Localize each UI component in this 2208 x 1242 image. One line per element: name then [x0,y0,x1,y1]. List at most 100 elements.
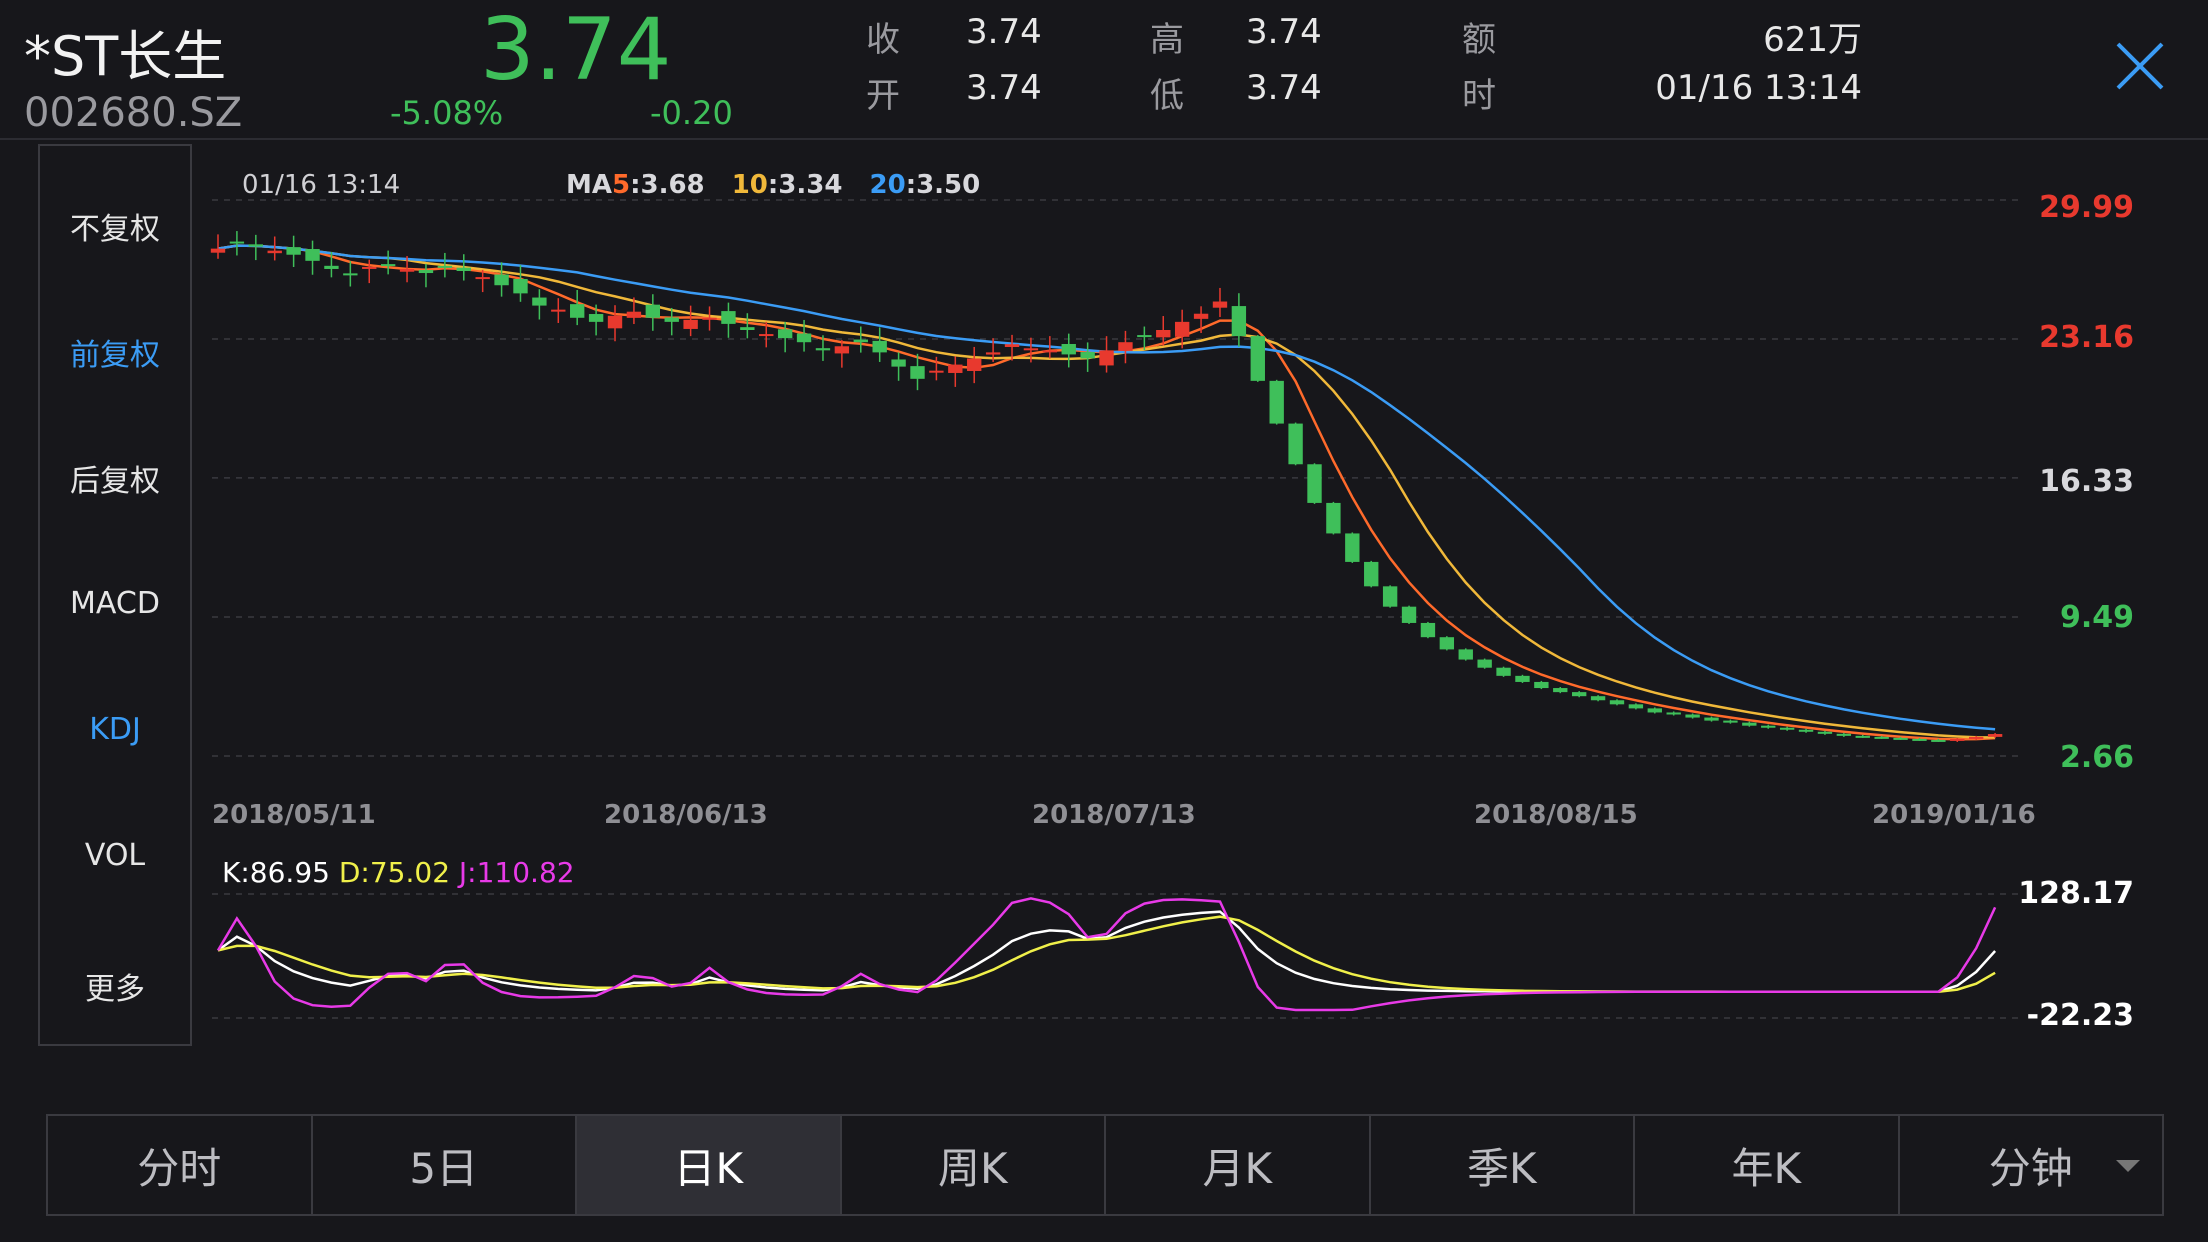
tab-minute-label: 分钟 [1988,1143,2073,1193]
menu-item-forward-adjust[interactable]: 前复权 [70,338,160,373]
candle-body [1307,464,1322,503]
stat-label-amount: 额 [1462,20,1496,60]
candle-body [1931,739,1946,742]
candle-body [494,274,509,286]
candle-body [399,268,415,272]
candle-body [1345,533,1360,562]
candle-body [1137,335,1152,338]
stat-label-close: 收 [866,20,900,60]
ma-line-10 [217,244,1996,739]
candle-body [645,304,661,318]
period-tab-bar: 分时 5日 日K 周K 月K 季K 年K 分钟 [46,1114,2164,1216]
ma20-num: 20 [869,170,906,200]
ma-line-ma5 [217,244,1996,741]
tab-minute[interactable]: 分钟 [1900,1116,2163,1214]
tab-daily-k[interactable]: 日K [577,1116,842,1214]
candle-body [1080,352,1095,359]
candle-body [1231,306,1247,337]
close-icon [2116,42,2164,90]
stat-value-amount: 621万 [1763,20,1862,60]
candle-body [910,366,925,379]
ma-lines [217,244,1996,741]
tab-weekly-k[interactable]: 周K [842,1116,1106,1214]
candle-body [702,317,717,320]
candle-body [343,273,358,276]
candle-body [1534,681,1549,689]
candle-body [210,248,226,253]
candle-body [796,333,812,343]
price-axis-label: 16.33 [2039,464,2134,499]
candle-body [872,340,887,353]
candle-body [1666,712,1681,715]
candle-body [1969,736,1984,739]
candle-body [456,267,471,272]
stat-label-open: 开 [866,76,900,116]
kline-cursor-time: 01/16 13:14 [242,170,401,200]
menu-item-backward-adjust[interactable]: 后复权 [70,464,160,499]
candle-body [1364,561,1379,587]
tab-5day[interactable]: 5日 [313,1116,577,1214]
candle-body [286,247,301,255]
candle-body [853,339,868,343]
stat-value-low: 3.74 [1246,68,1322,108]
stat-value-open: 3.74 [966,68,1042,108]
tab-quarterly-k[interactable]: 季K [1371,1116,1635,1214]
kdj-d-value: D:75.02 [338,856,451,889]
candle-body [532,297,547,306]
candle-body [1685,714,1700,718]
candle-body [1647,708,1662,713]
candle-body [1382,586,1398,607]
candle-body [683,319,698,329]
kdj-d-line [217,915,1996,993]
candle-body [1609,700,1625,705]
candle-body [1912,738,1927,741]
menu-item-kdj[interactable]: KDJ [89,712,141,747]
ma10-num: 10 [731,170,768,200]
menu-item-vol[interactable]: VOL [84,838,146,873]
candle-body [1571,692,1587,697]
candle-body [1118,342,1133,351]
tab-intraday[interactable]: 分时 [48,1116,313,1214]
candle-body [929,370,944,373]
candle-body [1874,736,1889,739]
tab-yearly-k[interactable]: 年K [1635,1116,1900,1214]
candle-body [418,270,434,274]
candle-body [1023,348,1039,351]
ma20-value: :3.50 [905,170,981,200]
candle-body [1250,336,1265,381]
price-axis-label: 23.16 [2039,320,2134,355]
candle-body [1061,343,1076,355]
stock-name: *ST长生 [24,25,227,88]
candle-body [1420,622,1436,638]
menu-item-macd[interactable]: MACD [70,586,160,621]
candle-body [834,346,850,354]
candle-body [777,329,793,339]
candle-body [1288,423,1303,465]
candle-body [948,364,963,373]
ma5-value: :3.68 [630,170,705,200]
close-button[interactable] [2110,36,2170,96]
candle-body [229,241,245,244]
candle-body [1893,737,1908,740]
chart-grid [212,199,2018,1019]
candle-body [324,265,339,269]
candles [210,231,2003,742]
date-axis-label: 2018/06/13 [604,800,768,830]
candle-body [815,348,831,351]
candle-body [1742,722,1757,726]
candle-body [380,264,396,267]
candle-body [475,277,490,280]
menu-item-no-adjust[interactable]: 不复权 [70,212,160,247]
candle-body [1004,344,1020,347]
change-amount: -0.20 [650,94,733,132]
kdj-j-value: J:110.82 [458,856,575,889]
tab-monthly-k[interactable]: 月K [1106,1116,1371,1214]
stat-label-low: 低 [1150,76,1184,116]
candle-body [1798,729,1814,732]
candle-body [967,358,982,371]
ma-legend: MA5:3.68 10:3.34 20:3.50 [566,170,980,200]
candle-body [1779,727,1795,730]
menu-item-more[interactable]: 更多 [85,972,145,1007]
change-percent: -5.08% [390,94,504,132]
